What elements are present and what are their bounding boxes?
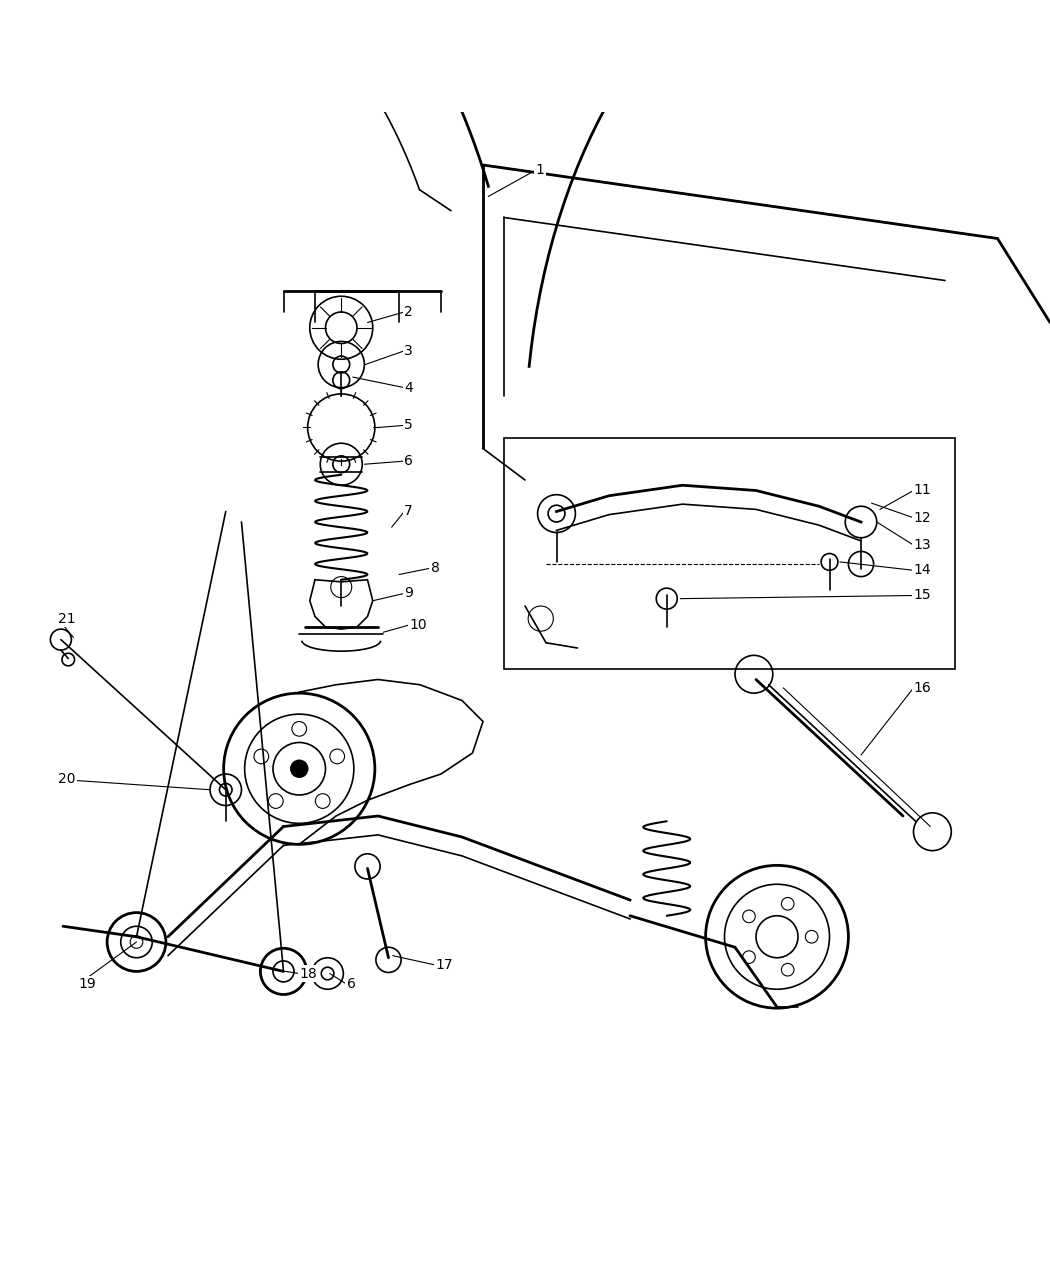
Text: 21: 21: [58, 612, 76, 626]
Text: 13: 13: [914, 538, 931, 552]
Text: 7: 7: [404, 505, 413, 519]
Text: 3: 3: [404, 344, 413, 358]
Text: 2: 2: [404, 305, 413, 319]
Text: 20: 20: [58, 773, 76, 787]
Text: 6: 6: [404, 454, 413, 468]
Text: 14: 14: [914, 564, 931, 578]
Text: 1: 1: [536, 163, 544, 177]
Text: 18: 18: [299, 966, 317, 980]
Text: 11: 11: [914, 483, 931, 497]
Text: 5: 5: [404, 418, 413, 432]
Text: 15: 15: [914, 589, 931, 603]
Text: 19: 19: [79, 977, 97, 991]
Circle shape: [291, 760, 308, 778]
Text: 17: 17: [436, 958, 454, 972]
Text: 12: 12: [914, 511, 931, 525]
Text: 16: 16: [914, 681, 931, 695]
Text: 6: 6: [346, 977, 355, 991]
Text: 4: 4: [404, 381, 413, 394]
Text: 10: 10: [410, 618, 427, 632]
Text: 8: 8: [430, 561, 439, 575]
Text: 9: 9: [404, 586, 413, 601]
